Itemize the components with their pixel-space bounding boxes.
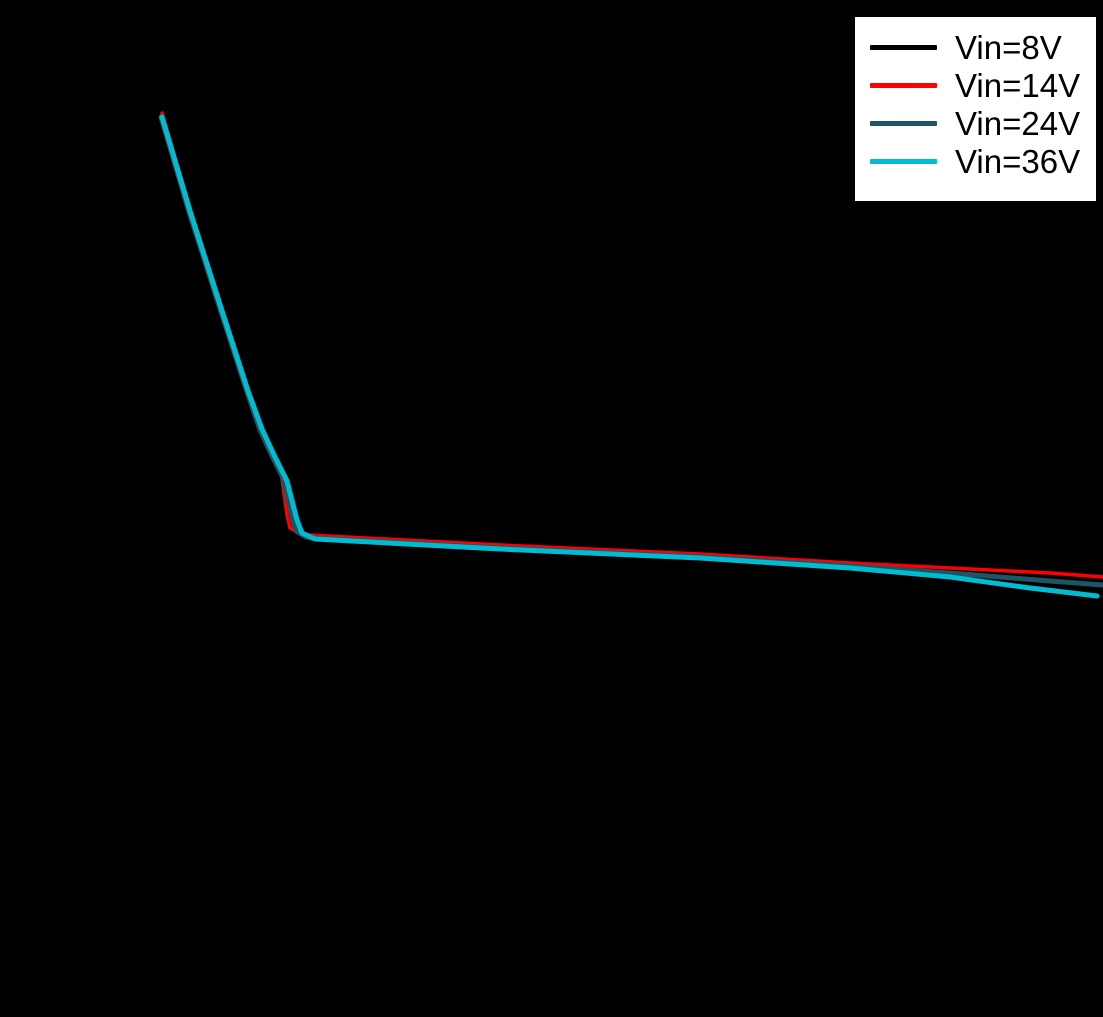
legend-line-swatch-vin-14v	[870, 82, 937, 88]
legend: Vin=8V Vin=14V Vin=24V Vin=36V	[853, 15, 1098, 203]
legend-line-swatch-vin-36v	[870, 158, 937, 164]
legend-item-vin-8v: Vin=8V	[870, 28, 1096, 66]
legend-line-swatch-vin-8v	[870, 44, 937, 50]
plot-line-vin-36v	[159, 114, 1100, 599]
legend-label-vin-8v: Vin=8V	[955, 28, 1062, 66]
legend-item-vin-24v: Vin=24V	[870, 104, 1096, 142]
legend-item-vin-36v: Vin=36V	[870, 142, 1096, 180]
legend-item-vin-14v: Vin=14V	[870, 66, 1096, 104]
legend-label-vin-24v: Vin=24V	[955, 104, 1081, 142]
legend-label-vin-36v: Vin=36V	[955, 142, 1081, 180]
legend-line-swatch-vin-24v	[870, 120, 937, 126]
legend-label-vin-14v: Vin=14V	[955, 66, 1081, 104]
